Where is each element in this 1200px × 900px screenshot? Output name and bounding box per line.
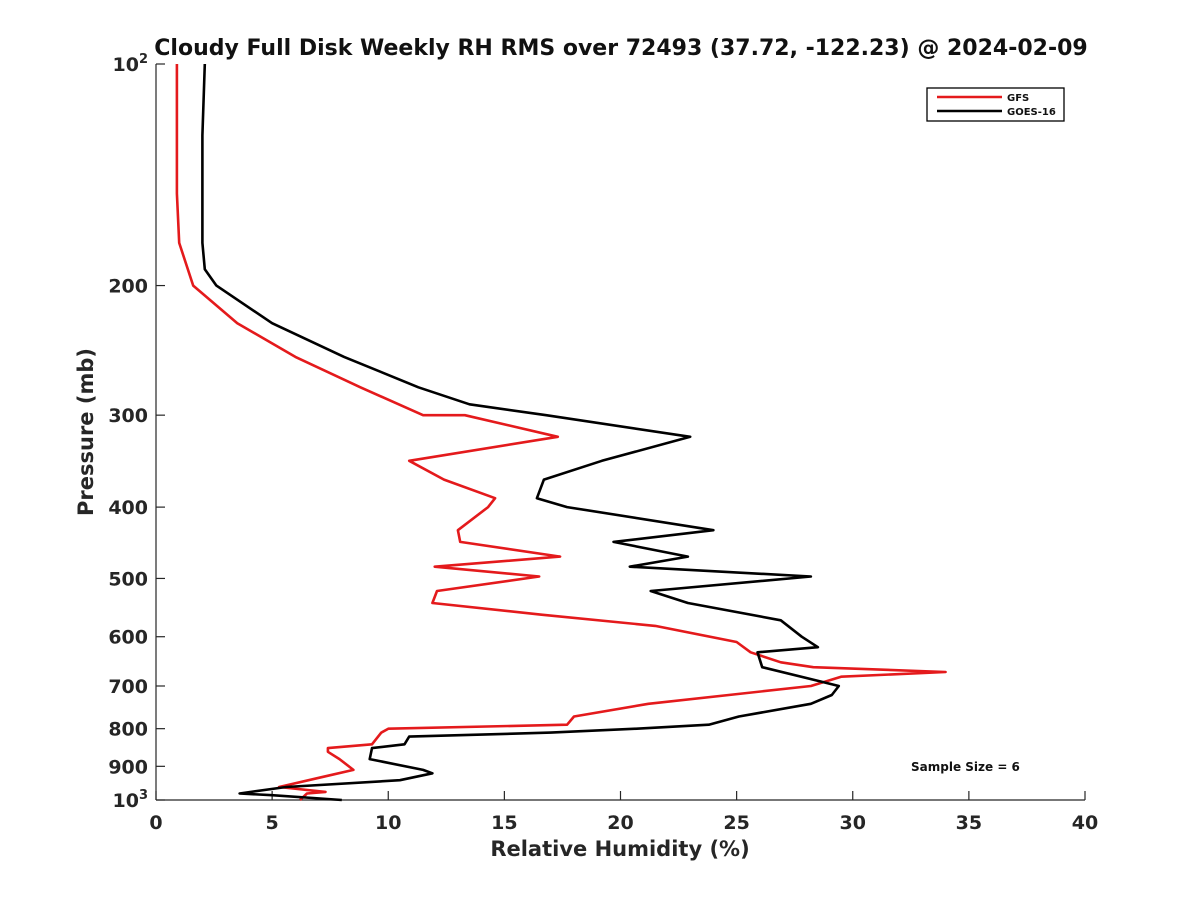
legend-box	[926, 87, 1065, 122]
y-ticks: 102 200 300 400 500 600 700 800 900 103	[108, 52, 165, 812]
x-tick-label: 15	[491, 812, 517, 834]
x-tick-label: 20	[607, 812, 633, 834]
y-tick-label: 500	[108, 568, 148, 590]
x-tick-label: 10	[375, 812, 401, 834]
series-group	[175, 63, 947, 802]
y-tick-label: 800	[108, 719, 148, 741]
legend-label-gfs: GFS	[1007, 93, 1029, 104]
chart-title: Cloudy Full Disk Weekly RH RMS over 7249…	[154, 36, 1087, 61]
x-tick-label: 25	[723, 812, 749, 834]
sample-size-annotation: Sample Size = 6	[911, 760, 1020, 774]
y-tick-label: 900	[108, 756, 148, 778]
x-tick-label: 5	[266, 812, 279, 834]
y-tick-label: 200	[108, 276, 148, 298]
y-tick-label: 600	[108, 627, 148, 649]
legend-label-goes16: GOES-16	[1007, 107, 1056, 118]
x-tick-label: 30	[840, 812, 866, 834]
y-tick-exponent: 2	[139, 52, 148, 67]
series-line-gfs	[175, 64, 947, 801]
y-tick-exponent: 3	[139, 788, 148, 803]
x-tick-label: 40	[1072, 812, 1098, 834]
y-tick-label: 700	[108, 676, 148, 698]
series-line-goes-16	[201, 63, 841, 802]
x-ticks: 0 5 10 15 20 25 30 35 40	[149, 791, 1098, 834]
y-axis-label: Pressure (mb)	[74, 348, 98, 516]
plot-area	[155, 64, 1085, 801]
legend: GFS GOES-16	[926, 87, 1065, 122]
y-tick-label: 103	[113, 788, 149, 812]
y-tick-label: 400	[108, 497, 148, 519]
x-tick-label: 35	[956, 812, 982, 834]
x-axis-label: Relative Humidity (%)	[490, 837, 749, 861]
x-tick-label: 0	[149, 812, 162, 834]
y-tick-label: 102	[113, 52, 149, 76]
y-tick-label: 300	[108, 405, 148, 427]
